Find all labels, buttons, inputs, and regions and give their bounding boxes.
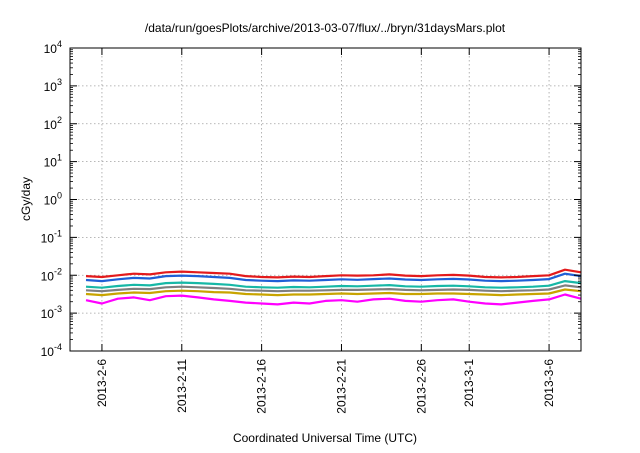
y-tick-label-base: 10 — [41, 345, 55, 359]
y-tick-label-exponent: 3 — [57, 77, 62, 87]
y-tick-label-base: 10 — [44, 118, 58, 132]
y-tick-label: 10-3 — [41, 304, 62, 321]
y-tick-label-base: 10 — [44, 156, 58, 170]
y-tick-label-base: 10 — [41, 269, 55, 283]
y-tick-label: 10-1 — [41, 228, 62, 245]
x-axis-label: Coordinated Universal Time (UTC) — [233, 431, 417, 445]
series-line — [85, 293, 582, 306]
y-tick-label: 102 — [44, 115, 62, 132]
y-tick-label-base: 10 — [44, 80, 58, 94]
series-line — [85, 272, 582, 283]
y-tick-label-base: 10 — [44, 194, 58, 208]
y-tick-label-exponent: 2 — [57, 115, 62, 125]
y-tick-label-base: 10 — [41, 231, 55, 245]
y-tick-label-exponent: 1 — [57, 153, 62, 163]
x-tick-label: 2013-2-16 — [255, 359, 269, 414]
y-tick-label-base: 10 — [41, 307, 55, 321]
grid-layer — [70, 48, 581, 351]
series-line — [85, 280, 582, 289]
y-axis-label: cGy/day — [19, 177, 33, 221]
y-tick-label-exponent: -4 — [54, 342, 62, 352]
x-tick-label: 2013-2-11 — [175, 359, 189, 413]
y-tick-label-exponent: -3 — [54, 304, 62, 314]
series-line — [85, 284, 582, 293]
x-tick-label: 2013-2-21 — [334, 359, 348, 414]
y-tick-label-exponent: -1 — [54, 228, 62, 238]
y-tick-label: 100 — [44, 191, 62, 208]
series-line — [85, 268, 582, 279]
y-tick-label: 10-2 — [41, 266, 62, 283]
y-tick-label-exponent: 0 — [57, 191, 62, 201]
x-tick-label: 2013-3-1 — [462, 359, 476, 407]
y-tick-label-exponent: -2 — [54, 266, 62, 276]
y-tick-label: 103 — [44, 77, 62, 94]
chart-title: /data/run/goesPlots/archive/2013-03-07/f… — [145, 21, 506, 35]
y-tick-label: 104 — [44, 39, 62, 56]
series-layer — [85, 268, 582, 306]
y-tick-label-exponent: 4 — [57, 39, 62, 49]
y-tick-label: 10-4 — [41, 342, 62, 359]
y-tick-label: 101 — [44, 153, 62, 170]
x-tick-label: 2013-2-26 — [414, 359, 428, 414]
x-tick-label: 2013-3-6 — [542, 359, 556, 407]
series-line — [85, 288, 582, 297]
x-tick-label: 2013-2-6 — [95, 359, 109, 407]
y-tick-label-base: 10 — [44, 42, 58, 56]
